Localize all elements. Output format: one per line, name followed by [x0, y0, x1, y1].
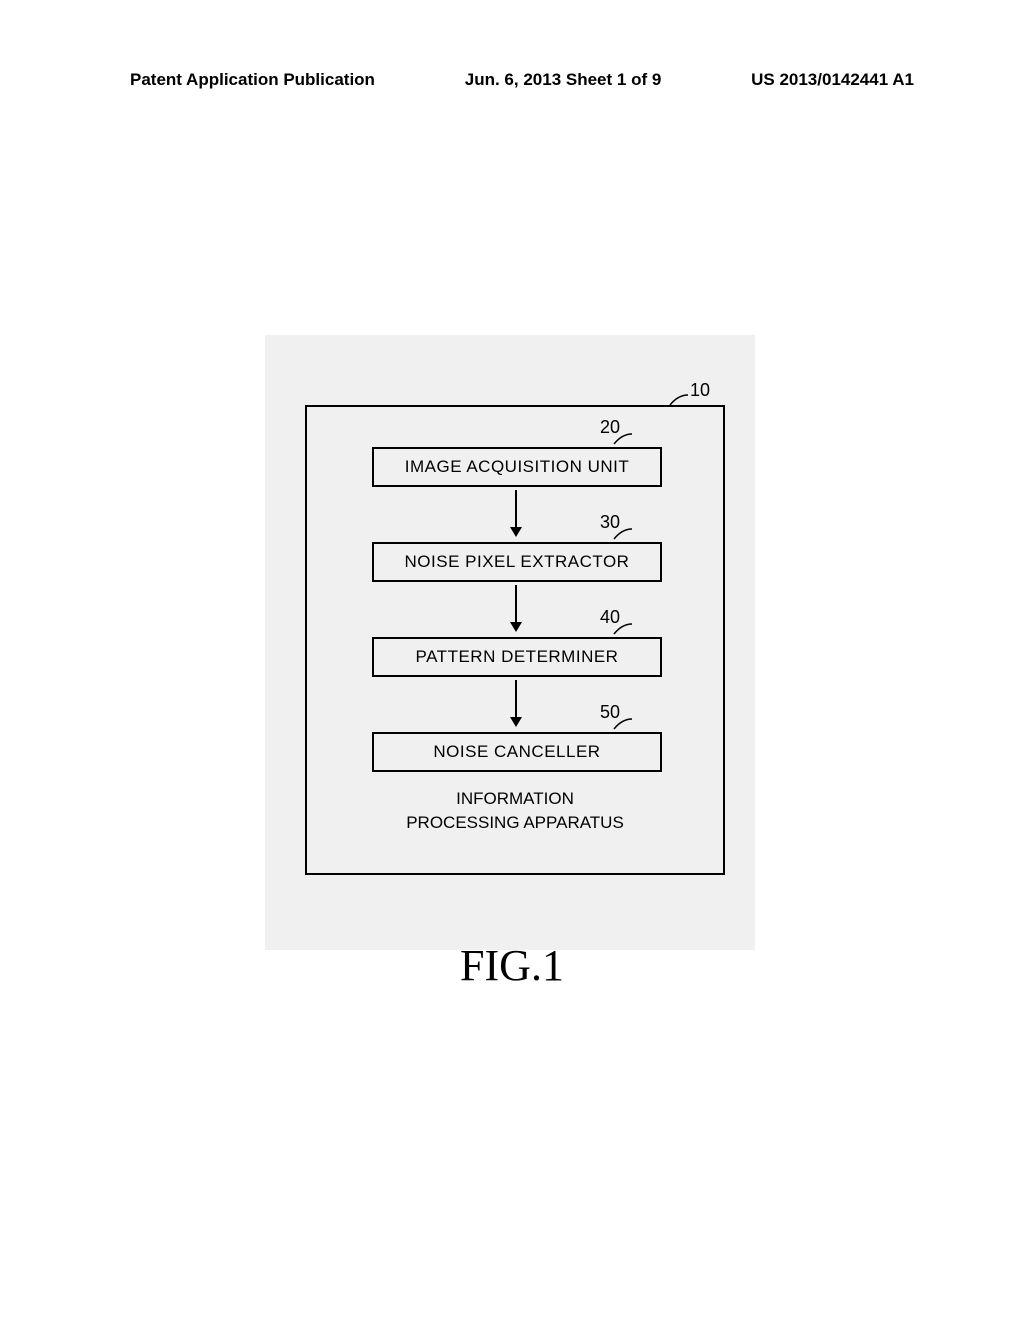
block-noise-pixel-extractor: NOISE PIXEL EXTRACTOR — [372, 542, 662, 582]
ref-num-50: 50 — [600, 702, 620, 723]
apparatus-label-line2: PROCESSING APPARATUS — [406, 813, 624, 832]
block-image-acquisition: IMAGE ACQUISITION UNIT — [372, 447, 662, 487]
ref-num-10: 10 — [690, 380, 710, 401]
block-pattern-determiner: PATTERN DETERMINER — [372, 637, 662, 677]
outer-box: IMAGE ACQUISITION UNIT NOISE PIXEL EXTRA… — [305, 405, 725, 875]
block-label: PATTERN DETERMINER — [416, 647, 619, 666]
header-right: US 2013/0142441 A1 — [751, 70, 914, 90]
apparatus-label: INFORMATION PROCESSING APPARATUS — [307, 787, 723, 835]
block-label: NOISE PIXEL EXTRACTOR — [405, 552, 630, 571]
block-noise-canceller: NOISE CANCELLER — [372, 732, 662, 772]
page-header: Patent Application Publication Jun. 6, 2… — [0, 0, 1024, 90]
arrow-1 — [515, 490, 517, 535]
block-label: IMAGE ACQUISITION UNIT — [405, 457, 629, 476]
block-label: NOISE CANCELLER — [433, 742, 600, 761]
ref-num-30: 30 — [600, 512, 620, 533]
diagram-area: 10 IMAGE ACQUISITION UNIT NOISE PIXEL EX… — [265, 335, 755, 950]
arrow-3 — [515, 680, 517, 725]
header-left: Patent Application Publication — [130, 70, 375, 90]
apparatus-label-line1: INFORMATION — [456, 789, 574, 808]
figure-label: FIG.1 — [0, 940, 1024, 991]
arrow-2 — [515, 585, 517, 630]
header-center: Jun. 6, 2013 Sheet 1 of 9 — [465, 70, 662, 90]
ref-num-40: 40 — [600, 607, 620, 628]
ref-num-20: 20 — [600, 417, 620, 438]
